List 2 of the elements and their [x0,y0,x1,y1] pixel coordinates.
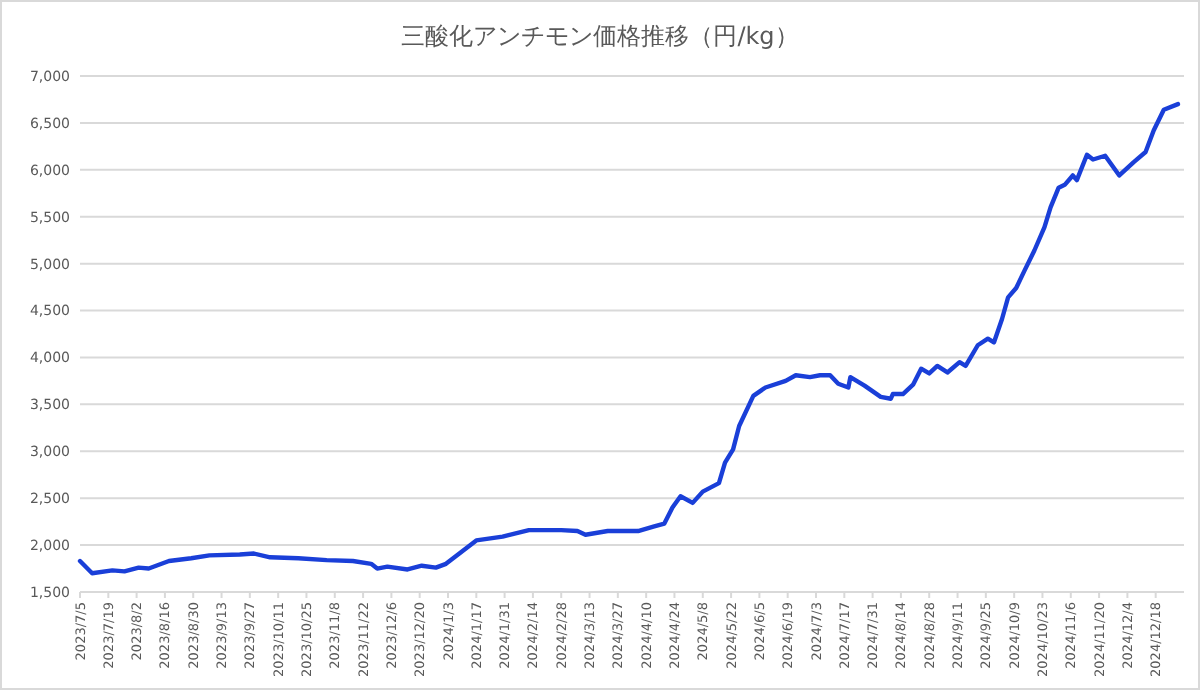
chart-title: 三酸化アンチモン価格推移（円/kg） [401,22,799,50]
line-series [77,101,1181,576]
